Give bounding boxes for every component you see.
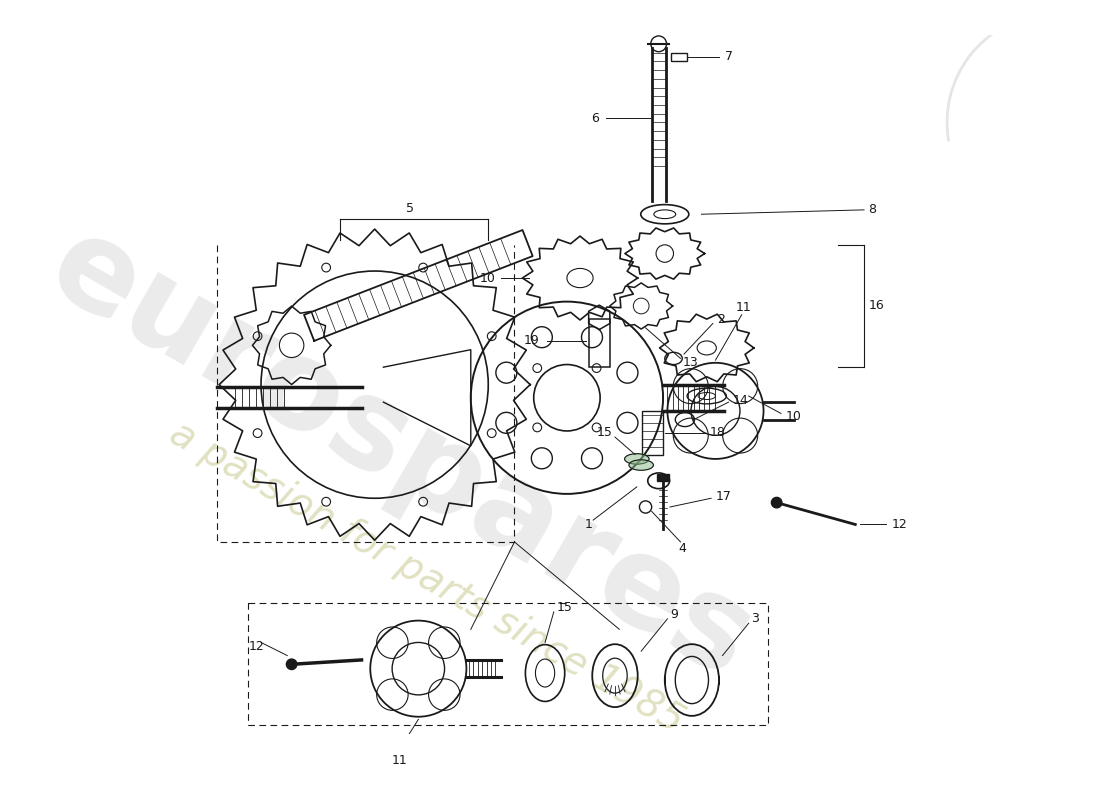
Text: 7: 7	[725, 50, 733, 63]
Text: 19: 19	[524, 334, 540, 347]
Text: 2: 2	[717, 313, 725, 326]
Circle shape	[286, 659, 297, 670]
Text: 15: 15	[557, 601, 572, 614]
Text: 1: 1	[585, 518, 593, 531]
Text: 3: 3	[751, 612, 759, 626]
Text: 11: 11	[736, 302, 751, 314]
Text: 5: 5	[406, 202, 414, 214]
Text: eurospares: eurospares	[29, 205, 773, 705]
Text: 13: 13	[683, 356, 698, 370]
Text: 17: 17	[715, 490, 732, 503]
Text: 16: 16	[868, 299, 884, 313]
Text: 12: 12	[249, 640, 264, 653]
Bar	[588, 319, 609, 367]
Ellipse shape	[629, 460, 653, 470]
Bar	[657, 474, 669, 481]
Ellipse shape	[625, 454, 649, 464]
Text: a passion for parts since 1985: a passion for parts since 1985	[163, 414, 691, 740]
Text: 15: 15	[596, 426, 613, 439]
Text: 6: 6	[592, 111, 600, 125]
Text: 10: 10	[785, 410, 801, 422]
Text: 9: 9	[670, 608, 678, 621]
Text: 18: 18	[710, 426, 725, 439]
Bar	[642, 411, 663, 454]
Text: 11: 11	[392, 754, 407, 767]
Text: 8: 8	[868, 203, 877, 216]
Text: 12: 12	[892, 518, 907, 531]
Text: 10: 10	[480, 271, 495, 285]
Text: 4: 4	[679, 542, 686, 554]
Circle shape	[771, 498, 782, 508]
Text: 14: 14	[733, 394, 749, 407]
Bar	[671, 53, 686, 62]
